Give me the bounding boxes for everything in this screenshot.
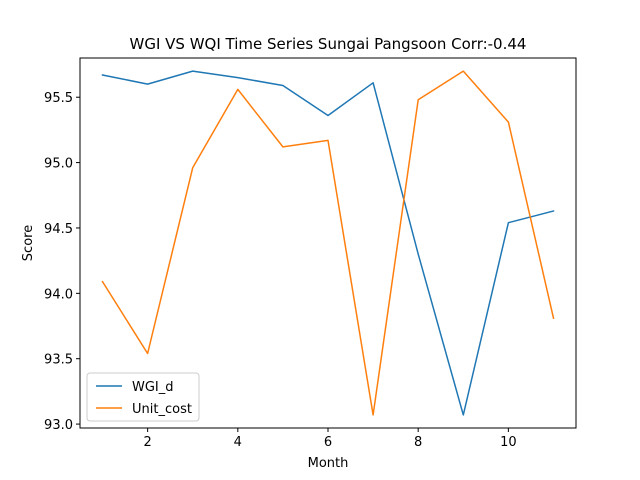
y-tick-label: 95.5 — [44, 91, 73, 106]
y-tick-label: 94.0 — [44, 287, 73, 302]
x-tick-label: 2 — [143, 435, 151, 450]
x-axis-title: Month — [308, 456, 349, 471]
plot-area-frame — [79, 57, 577, 429]
y-tick-label: 95.0 — [44, 157, 73, 172]
legend-label: WGI_d — [132, 380, 174, 395]
x-tick-label: 6 — [324, 435, 332, 450]
series-line-unit-cost — [101, 70, 555, 416]
chart-title: WGI VS WQI Time Series Sungai Pangsoon C… — [130, 35, 527, 53]
legend: WGI_d Unit_cost — [86, 372, 200, 422]
legend-box — [86, 372, 200, 422]
y-tick-label: 93.5 — [44, 353, 73, 368]
y-axis-title: Score — [21, 225, 36, 261]
series-layer — [101, 70, 555, 416]
x-tick-label: 4 — [234, 435, 242, 450]
x-tick-label: 8 — [414, 435, 422, 450]
legend-label: Unit_cost — [132, 402, 192, 417]
axis-ticks: 2 4 6 8 10 93.0 93.5 94.0 94.5 95.0 95.5 — [44, 91, 517, 450]
y-tick-label: 94.5 — [44, 222, 73, 237]
y-tick-label: 93.0 — [44, 418, 73, 433]
series-line-wgi-d — [101, 70, 555, 416]
x-tick-label: 10 — [500, 435, 517, 450]
